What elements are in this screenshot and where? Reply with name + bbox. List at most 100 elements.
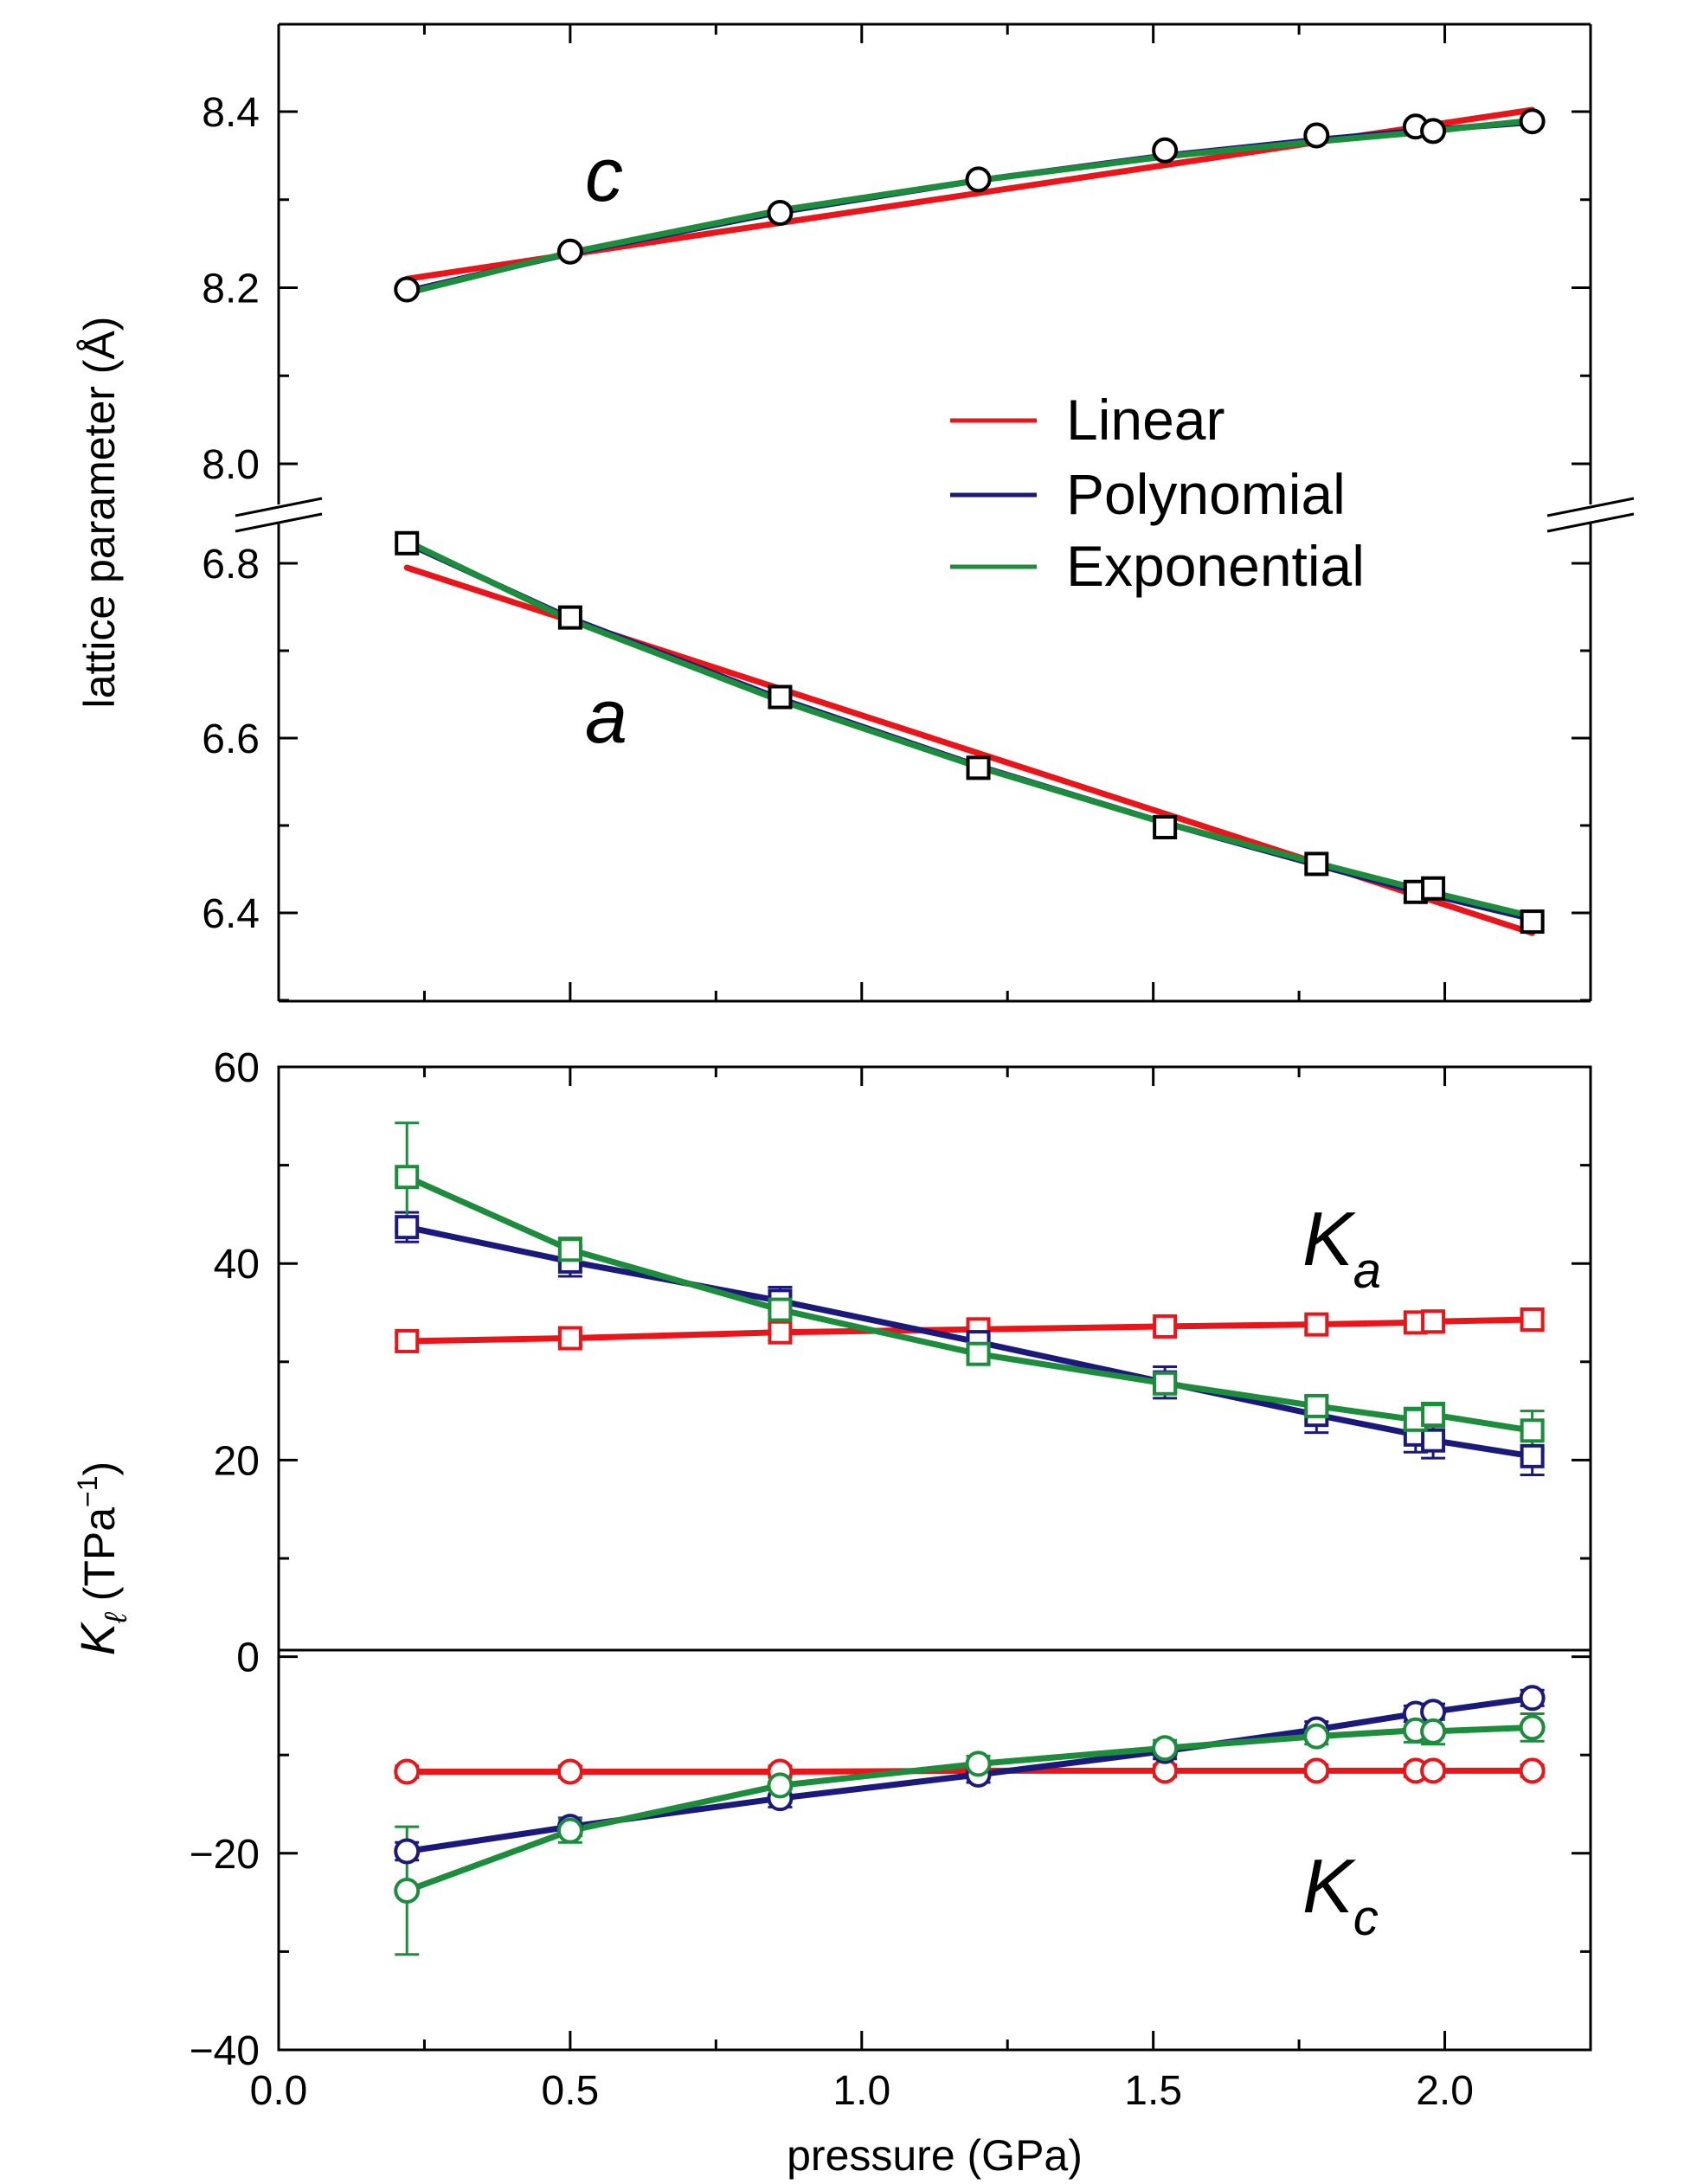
top-y-tick-label: 6.8: [202, 542, 260, 588]
data-point-Ka-linear: [557, 1326, 582, 1351]
data-point-Ka-linear: [1304, 1312, 1329, 1337]
fit-line-a-exponential: [403, 538, 1536, 920]
top-data-markers: [394, 108, 1546, 935]
annotation-c: c: [585, 132, 623, 217]
bottom-y-tick-label: −40: [190, 2028, 260, 2074]
annotation-ka-main: K: [1302, 1196, 1356, 1281]
x-tick-label: 1.0: [832, 2068, 890, 2114]
data-point-Ka-exponential: [1153, 1371, 1178, 1396]
data-point-c: [1420, 118, 1447, 145]
data-point-Kc-exponential: [1303, 1723, 1330, 1750]
data-point-Kc-exponential: [556, 1817, 583, 1844]
annotation-ka-sub: a: [1353, 1243, 1381, 1299]
x-tick-label: 0.5: [542, 2068, 600, 2114]
data-point-Ka-exponential: [966, 1341, 991, 1366]
data-point-Ka-linear: [395, 1328, 420, 1353]
data-point-Ka-linear: [768, 1320, 793, 1345]
series-line-Kc-exponential: [403, 1724, 1536, 1894]
data-point-c: [1519, 108, 1546, 135]
data-point-c: [767, 200, 794, 227]
annotation-kc: Kc: [1302, 1843, 1379, 1946]
lattice-parameter-panel: 8.0 8.2 8.4 6.4 6.6 6.8 c a Linear Polynomial…: [75, 22, 1635, 1003]
data-point-Kc-polynomial: [394, 1838, 421, 1865]
data-point-Kc-exponential: [1420, 1718, 1447, 1744]
axis-break-right-1: [1546, 497, 1635, 517]
fit-line-c-polynomial: [403, 119, 1536, 295]
bottom-y-axis-title: Kℓ (TPa−1): [70, 1461, 133, 1655]
bottom-frame: [277, 1065, 1592, 2052]
data-point-Ka-exponential: [1421, 1403, 1446, 1428]
annotation-ka: Ka: [1302, 1196, 1381, 1299]
top-y-tick-label: 8.4: [202, 90, 260, 136]
data-point-a: [768, 684, 793, 710]
top-y-axis-title: lattice parameter (Å): [75, 317, 124, 709]
ylabel-units: (TPa: [75, 1507, 124, 1613]
data-point-a: [1153, 815, 1178, 840]
top-tick-labels: 8.0 8.2 8.4 6.4 6.6 6.8: [202, 90, 260, 937]
top-y-tick-label: 8.0: [202, 442, 260, 488]
data-point-Kc-exponential: [1519, 1714, 1546, 1741]
data-point-Ka-linear: [1421, 1309, 1446, 1334]
data-point-Kc-polynomial: [1519, 1685, 1546, 1712]
bottom-y-tick-label: −20: [190, 1832, 260, 1878]
data-point-a: [966, 755, 991, 780]
annotation-kc-main: K: [1302, 1843, 1356, 1929]
fit-line-c-exponential: [403, 117, 1536, 297]
top-fit-lines: [403, 106, 1536, 936]
top-frame: [277, 22, 1592, 1003]
ylabel-superscript: −1: [72, 1475, 103, 1506]
bottom-y-tick-label: 60: [214, 1045, 260, 1091]
data-point-c: [965, 166, 992, 193]
data-point-c: [556, 238, 583, 265]
data-point-a: [395, 530, 420, 556]
data-point-Kc-exponential: [965, 1750, 992, 1777]
bottom-tick-labels: −40 −20 0 20 40 60 0.0 0.5 1.0 1.5 2.0: [190, 1045, 1474, 2114]
axis-break-left-2: [235, 512, 323, 533]
data-point-Kc-linear: [1519, 1757, 1546, 1784]
x-tick-label: 2.0: [1416, 2068, 1474, 2114]
data-point-c: [1152, 137, 1179, 164]
ylabel-close: ): [75, 1461, 124, 1476]
bottom-data-markers: [394, 1165, 1546, 1904]
data-point-Kc-linear: [1420, 1757, 1447, 1784]
data-point-Ka-linear: [1153, 1314, 1178, 1339]
data-point-c: [394, 276, 421, 303]
data-point-Ka-exponential: [1304, 1393, 1329, 1418]
compressibility-panel: −40 −20 0 20 40 60 0.0 0.5 1.0 1.5 2.0 Ka Kc Kℓ (T…: [70, 1045, 1592, 2180]
annotation-a: a: [585, 673, 627, 759]
data-point-Kc-exponential: [394, 1877, 421, 1904]
data-point-Kc-exponential: [1152, 1735, 1179, 1762]
legend-label-exponential: Exponential: [1066, 534, 1365, 598]
ylabel-subscript: ℓ: [98, 1611, 133, 1624]
legend-label-linear: Linear: [1066, 388, 1225, 452]
data-point-Ka-linear: [1520, 1307, 1545, 1332]
annotation-kc-sub: c: [1353, 1890, 1379, 1946]
data-point-Ka-exponential: [395, 1165, 420, 1190]
bottom-y-tick-label: 40: [214, 1242, 260, 1288]
top-y-tick-label: 6.6: [202, 716, 260, 762]
data-point-Ka-polynomial: [1520, 1443, 1545, 1468]
bottom-y-tick-label: 20: [214, 1438, 260, 1484]
top-y-tick-label: 8.2: [202, 267, 260, 312]
legend: Linear Polynomial Exponential: [950, 388, 1365, 598]
data-point-Ka-exponential: [557, 1237, 582, 1262]
ylabel-k: K: [70, 1621, 125, 1655]
data-point-a: [1421, 876, 1446, 901]
bottom-y-tick-label: 0: [236, 1635, 260, 1681]
data-point-Ka-polynomial: [1421, 1428, 1446, 1453]
data-point-Kc-linear: [556, 1758, 583, 1785]
data-point-a: [557, 605, 582, 630]
axis-break-marks: [235, 497, 1635, 533]
legend-label-polynomial: Polynomial: [1066, 462, 1346, 526]
data-point-Ka-exponential: [1520, 1418, 1545, 1443]
data-point-c: [1303, 122, 1330, 149]
x-tick-label: 1.5: [1124, 2068, 1182, 2114]
fit-line-a-polynomial: [403, 540, 1536, 922]
axis-break-right-2: [1546, 512, 1635, 533]
data-point-Ka-exponential: [768, 1297, 793, 1322]
x-axis-title: pressure (GPa): [787, 2131, 1083, 2180]
data-point-a: [1304, 851, 1329, 877]
data-point-Ka-polynomial: [395, 1215, 420, 1240]
x-tick-label: 0.0: [250, 2068, 308, 2114]
